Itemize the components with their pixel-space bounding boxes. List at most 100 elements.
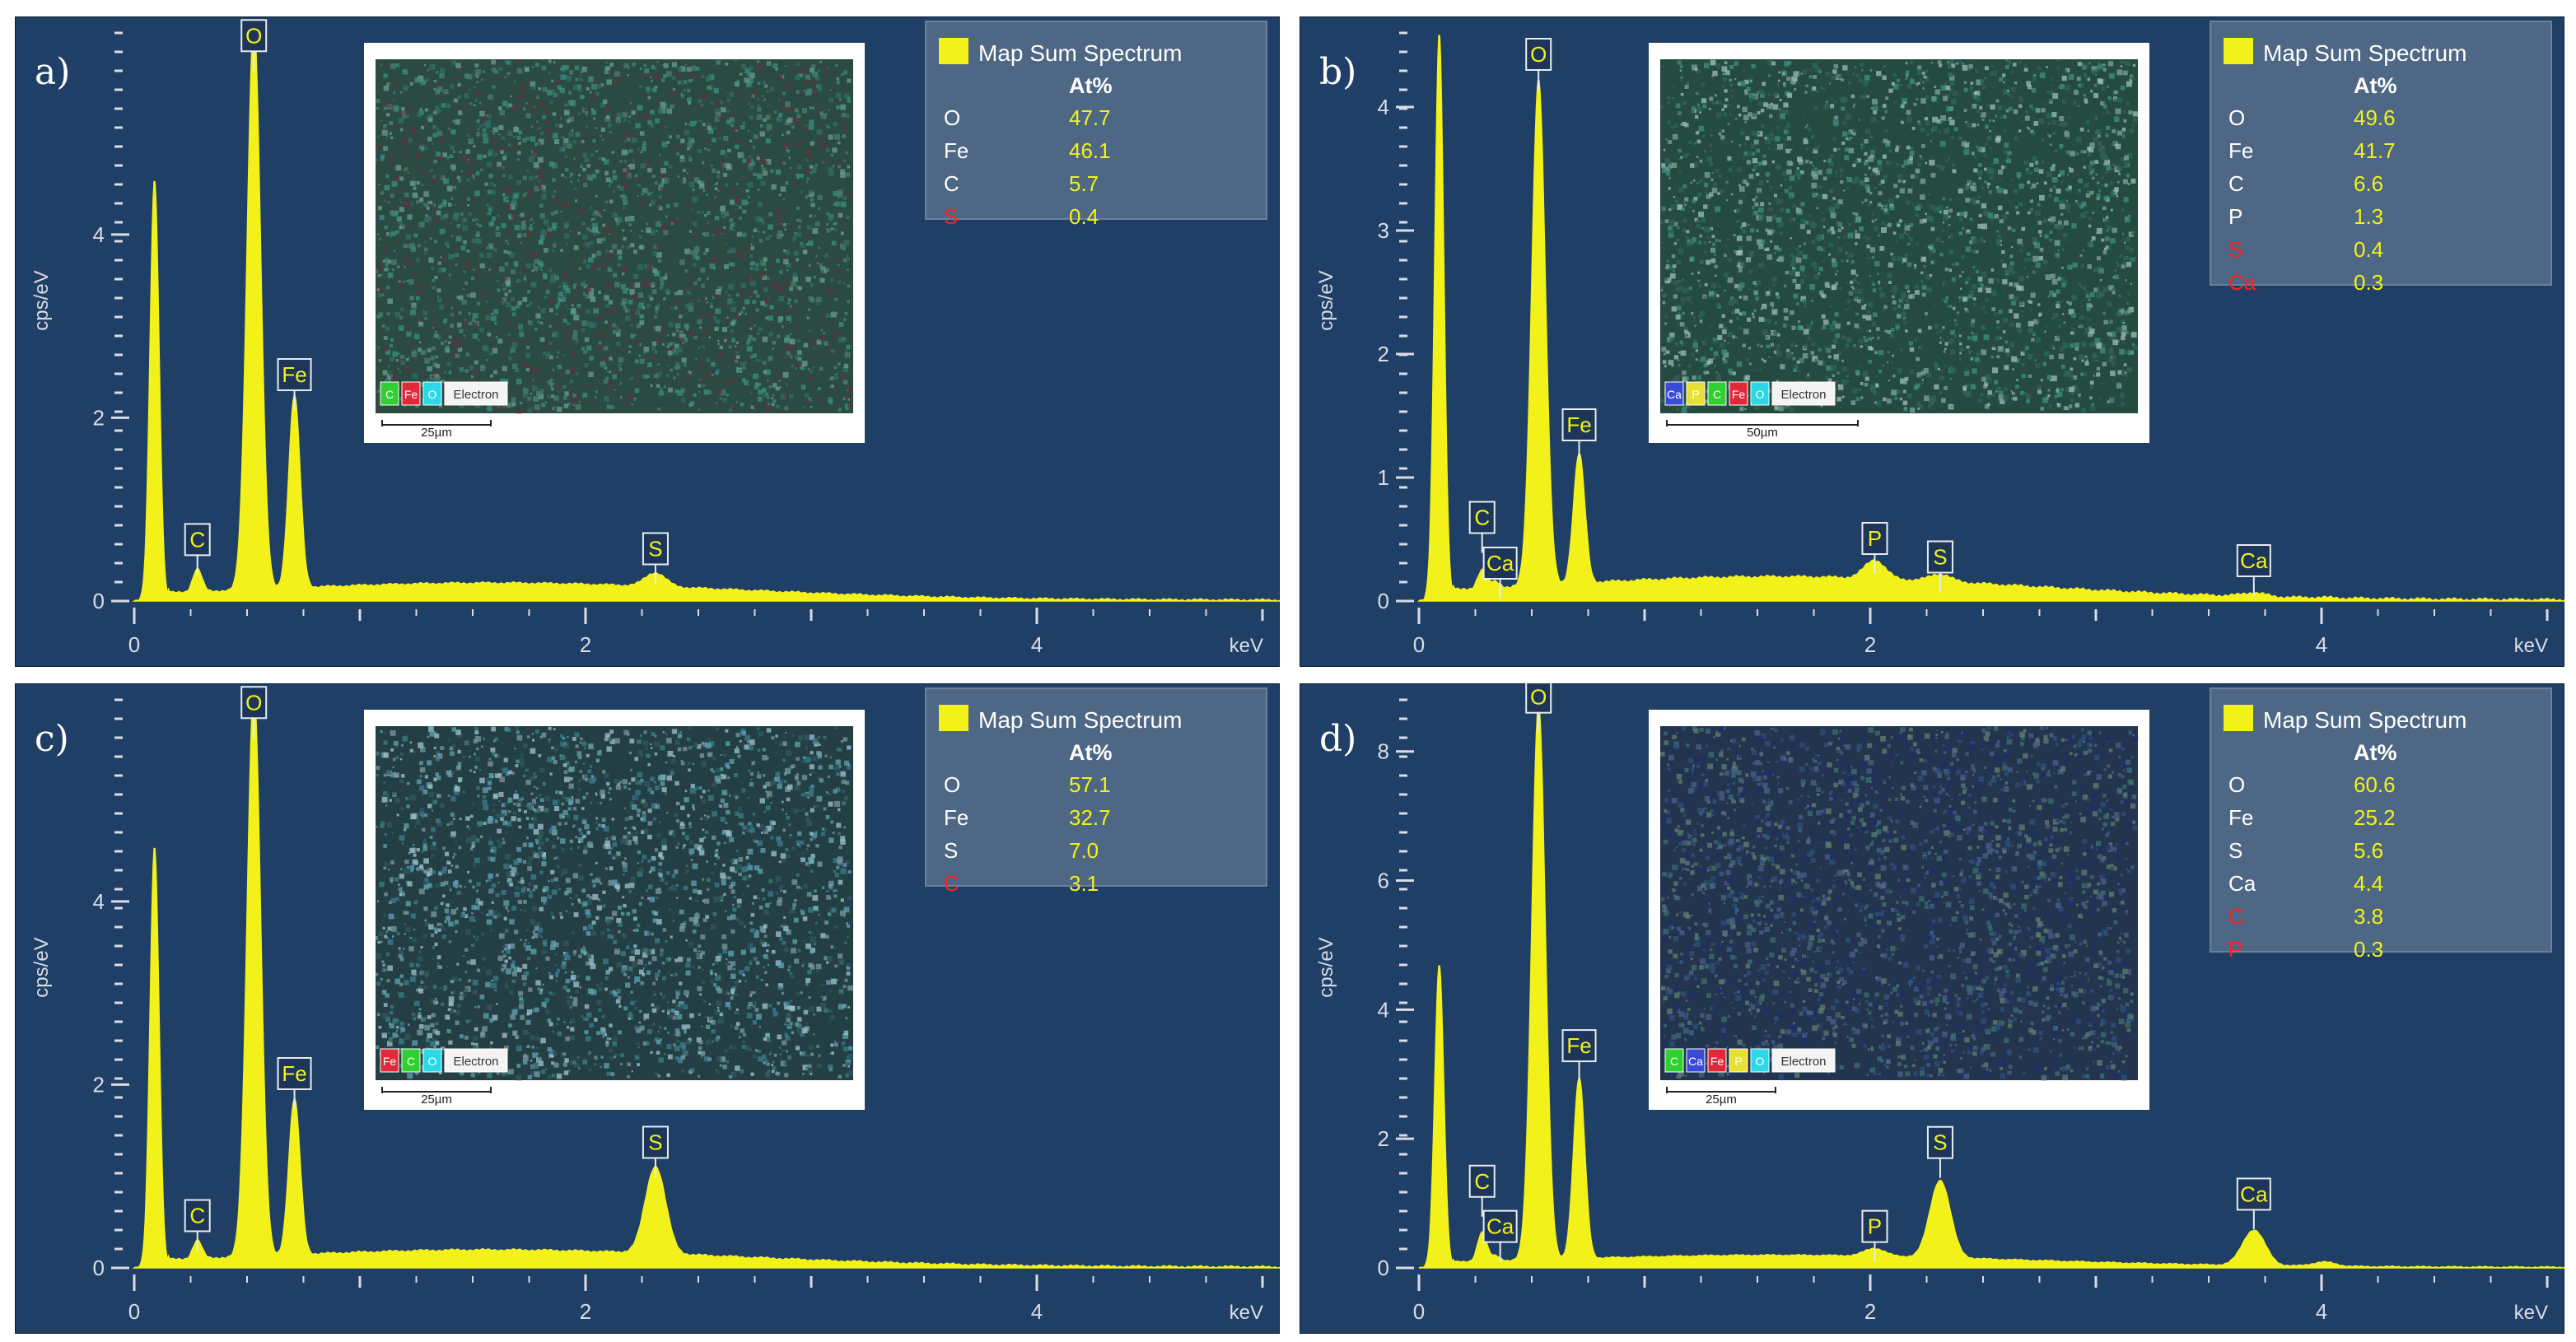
map-pixel <box>1734 308 1740 314</box>
map-pixel <box>2114 274 2119 280</box>
map-pixel <box>568 116 574 122</box>
map-pixel <box>1685 235 1688 239</box>
map-pixel <box>530 109 534 114</box>
map-pixel <box>1917 408 1920 410</box>
map-pixel <box>679 155 684 159</box>
map-pixel <box>432 125 436 129</box>
map-pixel <box>511 213 516 220</box>
map-pixel <box>2090 240 2093 243</box>
map-pixel <box>1970 357 1974 361</box>
map-pixel <box>748 155 752 159</box>
map-pixel <box>490 189 496 195</box>
map-pixel <box>1998 394 2004 399</box>
map-pixel <box>515 59 520 63</box>
map-pixel <box>800 92 805 97</box>
map-pixel <box>1835 282 1838 285</box>
map-pixel <box>578 208 584 214</box>
map-pixel <box>695 357 698 361</box>
map-pixel <box>760 301 765 306</box>
map-pixel <box>2114 187 2119 192</box>
map-pixel <box>847 398 850 401</box>
map-pixel <box>388 202 390 204</box>
map-pixel <box>2087 165 2093 170</box>
map-pixel <box>723 86 726 91</box>
map-pixel <box>764 304 768 307</box>
map-pixel <box>1973 302 1976 306</box>
map-pixel <box>600 263 605 268</box>
map-pixel <box>1844 235 1846 239</box>
map-pixel <box>464 369 469 373</box>
map-pixel <box>1941 297 1945 301</box>
map-pixel <box>558 313 561 315</box>
map-pixel <box>2028 208 2033 212</box>
map-pixel <box>632 308 637 312</box>
map-pixel <box>469 102 473 105</box>
map-pixel <box>594 305 598 310</box>
map-pixel <box>485 301 488 304</box>
map-pixel <box>2088 147 2094 153</box>
map-pixel <box>718 351 724 357</box>
map-pixel <box>749 139 753 142</box>
map-pixel <box>1829 199 1832 202</box>
map-pixel <box>2077 105 2079 107</box>
map-pixel <box>737 139 742 144</box>
map-pixel <box>2057 174 2061 177</box>
map-pixel <box>833 191 838 197</box>
map-pixel <box>378 312 383 317</box>
map-pixel <box>691 298 695 302</box>
map-pixel <box>1800 218 1806 224</box>
map-pixel <box>2121 128 2126 132</box>
map-pixel <box>612 212 618 218</box>
map-pixel <box>1869 135 1874 139</box>
map-pixel <box>1715 375 1722 381</box>
map-pixel <box>797 164 802 170</box>
map-pixel <box>2004 142 2009 148</box>
map-pixel <box>2084 100 2088 104</box>
map-pixel <box>1958 60 1962 65</box>
map-pixel <box>592 139 596 143</box>
map-pixel <box>838 212 843 218</box>
map-pixel <box>1761 109 1765 113</box>
map-pixel <box>650 76 652 78</box>
map-pixel <box>704 147 707 150</box>
map-pixel <box>380 119 382 122</box>
map-pixel <box>497 161 502 167</box>
map-pixel <box>2034 242 2041 249</box>
map-pixel <box>2116 382 2121 386</box>
map-pixel <box>504 187 511 193</box>
map-pixel <box>482 70 486 73</box>
map-pixel <box>729 92 735 97</box>
map-pixel <box>1717 335 1723 341</box>
map-pixel <box>782 223 786 226</box>
map-pixel <box>762 388 767 393</box>
map-pixel <box>463 240 467 245</box>
map-pixel <box>1959 352 1962 355</box>
map-pixel <box>668 165 673 169</box>
map-pixel <box>474 360 478 365</box>
map-pixel <box>2013 63 2017 67</box>
map-pixel <box>810 264 814 268</box>
map-pixel <box>795 367 797 370</box>
map-pixel <box>2102 286 2109 292</box>
map-pixel <box>655 221 661 227</box>
map-pixel <box>541 185 546 190</box>
peak-label-text: O <box>245 23 262 48</box>
map-pixel <box>2112 380 2115 382</box>
map-pixel <box>513 136 516 139</box>
map-pixel <box>1753 309 1757 313</box>
map-pixel <box>559 123 563 128</box>
map-pixel <box>383 106 387 110</box>
map-pixel <box>787 117 793 123</box>
map-pixel <box>1837 351 1842 356</box>
map-pixel <box>530 81 536 87</box>
map-pixel <box>846 255 848 258</box>
map-pixel <box>720 100 724 105</box>
map-pixel <box>516 68 523 74</box>
map-pixel <box>1940 369 1944 372</box>
map-pixel <box>2035 262 2041 268</box>
map-pixel <box>638 201 644 206</box>
map-pixel <box>1984 381 1989 386</box>
map-pixel <box>1850 94 1855 99</box>
map-pixel <box>584 107 589 111</box>
map-pixel <box>1833 339 1838 344</box>
